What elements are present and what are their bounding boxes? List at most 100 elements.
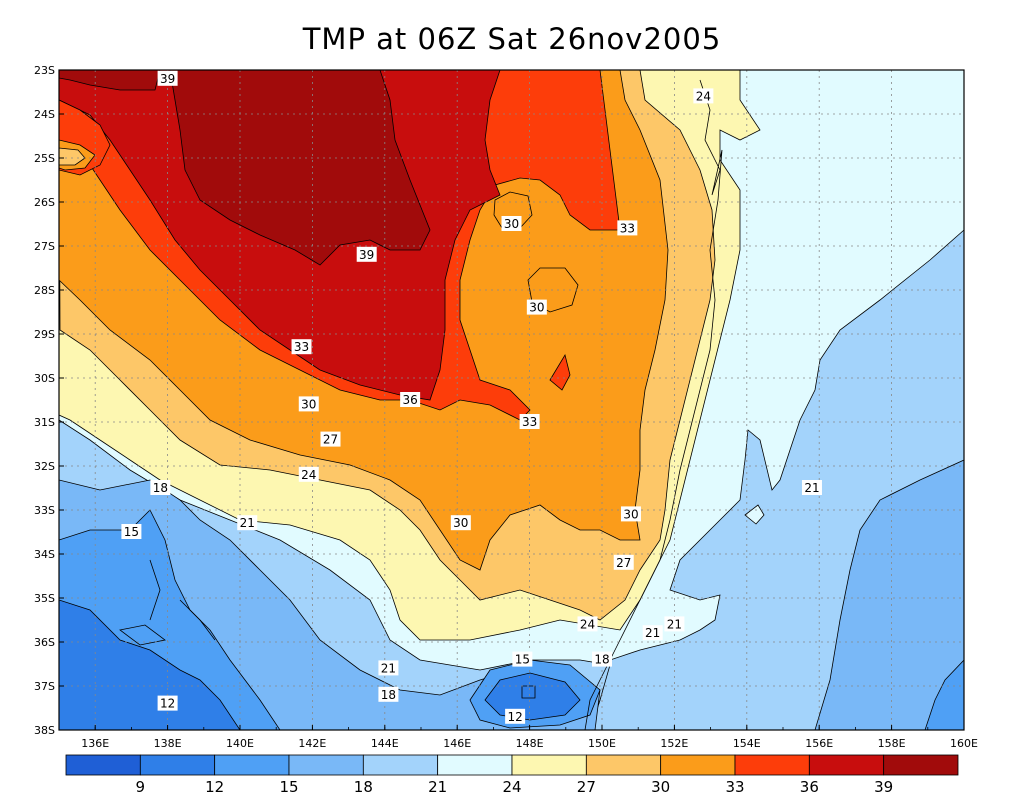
contour-label-bg	[450, 515, 471, 531]
contour-label: 24	[696, 89, 711, 103]
contour-label-bg	[617, 220, 638, 236]
gridlines	[59, 70, 964, 730]
contour-label-bg	[620, 506, 641, 522]
contour-label: 15	[124, 525, 139, 539]
contour-label: 30	[453, 516, 468, 530]
y-tick-label: 31S	[34, 416, 55, 429]
contour-label: 15	[515, 653, 530, 667]
contour-label-bg	[642, 625, 663, 641]
y-tick-label: 36S	[34, 636, 55, 649]
contour-label-bg	[298, 466, 319, 482]
contour-label: 18	[153, 481, 168, 495]
chart-title: TMP at 06Z Sat 26nov2005	[302, 22, 722, 56]
x-tick-label: 154E	[733, 737, 761, 750]
contour-label: 30	[529, 301, 544, 315]
contour-west-detail	[119, 559, 216, 646]
contour-label: 24	[580, 617, 595, 631]
contour-label: 39	[160, 72, 175, 86]
contour-label-bg	[512, 651, 533, 667]
y-tick-label: 24S	[34, 108, 55, 121]
colorbar-swatch	[585, 754, 662, 776]
contour-label: 33	[522, 415, 537, 429]
contour-label: 21	[240, 516, 255, 530]
colorbar-label: 39	[874, 778, 893, 796]
contour-label: 33	[620, 221, 635, 235]
x-tick-label: 150E	[588, 737, 616, 750]
colorbar-label: 27	[577, 778, 596, 796]
y-tick-label: 38S	[34, 724, 55, 737]
contour-label: 21	[667, 617, 682, 631]
band-15-18-ocean	[814, 459, 964, 730]
contour-label: 21	[804, 481, 819, 495]
contour-label: 12	[160, 697, 175, 711]
contour-label: 18	[594, 653, 609, 667]
colorbar-swatch	[65, 754, 141, 776]
contour-label-bg	[356, 246, 377, 262]
colorbar-label: 18	[354, 778, 373, 796]
contour-label: 30	[504, 217, 519, 231]
colorbar-swatch	[660, 754, 736, 776]
x-tick-label: 146E	[443, 737, 471, 750]
contour-label-bg	[592, 651, 612, 667]
contour-label: 27	[616, 556, 631, 570]
contour-label: 33	[294, 340, 309, 354]
contour-label-bg	[121, 524, 142, 539]
plot-frame	[58, 69, 965, 731]
x-tick-label: 142E	[298, 737, 326, 750]
y-tick-label: 27S	[34, 240, 55, 253]
colorbar-swatch	[288, 754, 364, 776]
pocket-27-left	[59, 147, 86, 166]
y-tick-label: 32S	[34, 460, 55, 473]
colorbar-swatch	[511, 754, 587, 776]
contour-label: 21	[381, 661, 396, 675]
contour-label-bg	[237, 515, 258, 531]
x-tick-label: 138E	[154, 737, 182, 750]
band-12-15-ocean	[924, 659, 964, 730]
y-tick-label: 34S	[34, 548, 55, 561]
contour-label-bg	[801, 480, 822, 495]
contour-label: 30	[623, 507, 638, 521]
band-39-plus	[169, 70, 431, 266]
contour-label-bg	[157, 70, 178, 86]
contour-label-bg	[150, 480, 171, 495]
contour-label-bg	[298, 396, 319, 412]
y-tick-label: 28S	[34, 284, 55, 297]
contour-south-ring	[521, 685, 536, 699]
x-tick-label: 152E	[660, 737, 688, 750]
contour-label: 39	[359, 248, 374, 262]
contour-label-bg	[693, 88, 714, 104]
axes: 136E 138E 140E 142E 144E 146E 148E 150E 152E 154E…	[34, 64, 978, 750]
x-tick-label: 144E	[371, 737, 399, 750]
colorbar-swatch	[139, 754, 216, 776]
colorbar-swatch	[883, 754, 959, 776]
colorbar: 9 12 15 18 21 24 27 30 33 36 39	[65, 754, 959, 796]
contour-label-bg	[320, 431, 341, 447]
contour-label: 21	[645, 626, 660, 640]
colorbar-swatch	[214, 754, 290, 776]
y-tick-label: 26S	[34, 196, 55, 209]
band-9-12-west	[59, 599, 241, 730]
contour-label-bg	[291, 339, 312, 355]
colorbar-swatch	[437, 754, 513, 776]
contour-label: 24	[301, 468, 316, 482]
contour-label: 18	[381, 688, 396, 702]
contour-label-bg	[577, 616, 598, 632]
x-tick-label: 158E	[878, 737, 906, 750]
y-tick-label: 30S	[34, 372, 55, 385]
contour-label-bg	[157, 695, 178, 711]
colorbar-label: 9	[136, 778, 146, 796]
contour-label: 36	[402, 393, 417, 407]
contour-label: 12	[507, 710, 522, 724]
y-tick-label: 23S	[34, 64, 55, 77]
colorbar-swatch	[362, 754, 439, 776]
pocket-33-center	[549, 353, 571, 391]
colorbar-label: 21	[428, 778, 447, 796]
contour-labels: 39 39 24 30 33 30 33 36 30 33 27 24 21 18 21 30 30 15 27 24…	[121, 70, 822, 724]
colorbar-swatch	[808, 754, 885, 776]
x-tick-label: 148E	[516, 737, 544, 750]
colorbar-label: 30	[651, 778, 670, 796]
x-tick-label: 140E	[226, 737, 254, 750]
contour-label-bg	[519, 414, 540, 429]
contour-label-bg	[378, 686, 399, 702]
